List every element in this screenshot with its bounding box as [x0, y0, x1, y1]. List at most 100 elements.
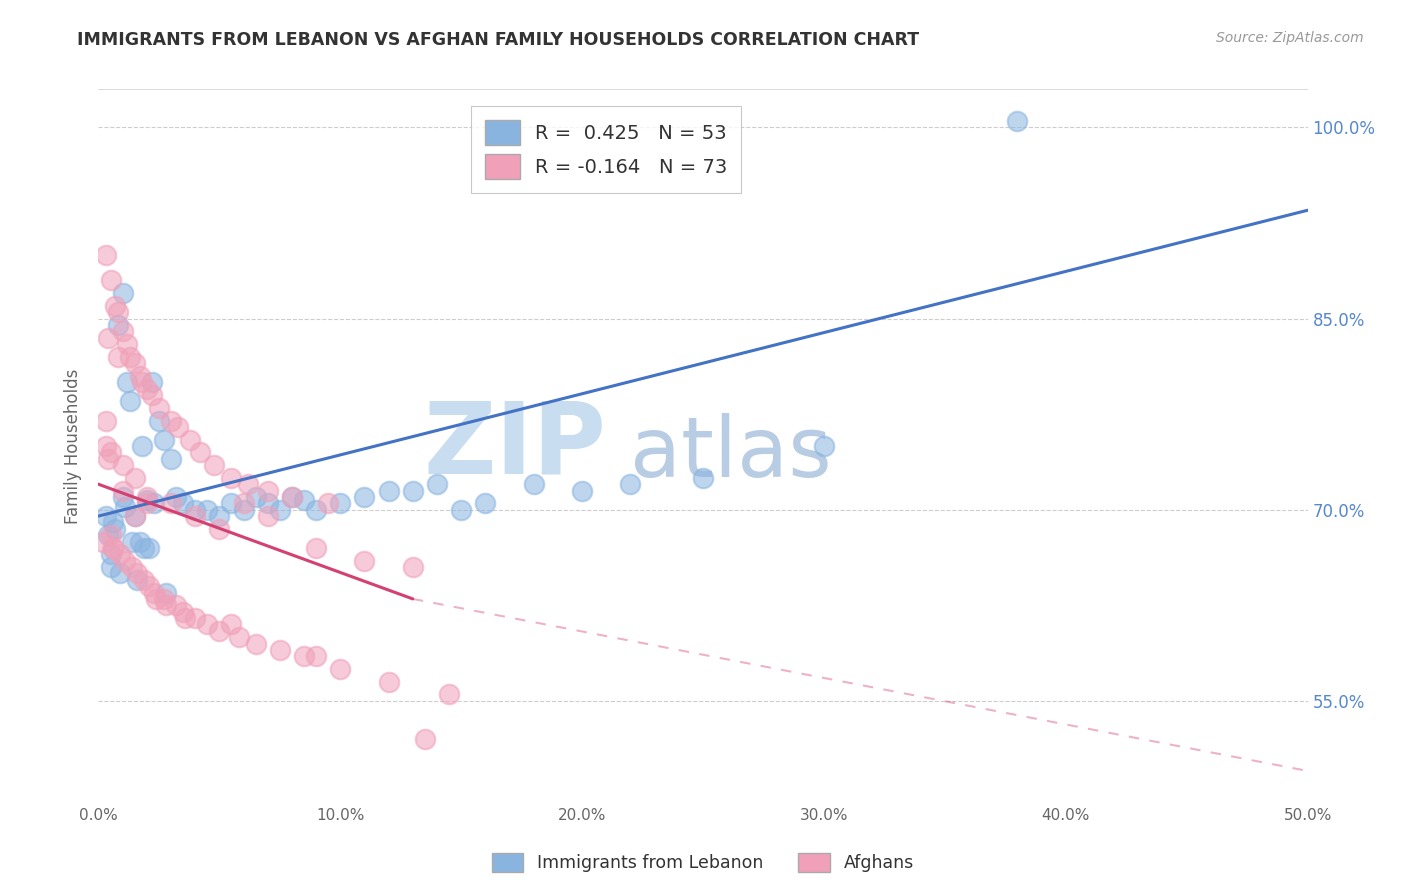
- Point: [135, 490, 157, 504]
- Point: [152, 591, 174, 606]
- Point: [128, 534, 150, 549]
- Point: [127, 573, 149, 587]
- Point: [143, 496, 166, 510]
- Point: [100, 547, 122, 561]
- Point: [172, 605, 194, 619]
- Point: [245, 636, 267, 650]
- Point: [692, 471, 714, 485]
- Point: [118, 394, 141, 409]
- Point: [104, 299, 127, 313]
- Point: [329, 662, 352, 676]
- Point: [124, 509, 146, 524]
- Point: [94, 248, 117, 262]
- Point: [221, 496, 243, 510]
- Point: [232, 502, 254, 516]
- Point: [118, 350, 141, 364]
- Point: [100, 445, 122, 459]
- Point: [188, 445, 211, 459]
- Point: [571, 483, 593, 498]
- Point: [107, 318, 129, 332]
- Point: [114, 554, 136, 568]
- Point: [100, 560, 122, 574]
- Point: [179, 433, 201, 447]
- Point: [377, 674, 399, 689]
- Point: [269, 502, 291, 516]
- Point: [402, 483, 425, 498]
- Point: [127, 566, 149, 581]
- Point: [281, 490, 304, 504]
- Point: [101, 541, 124, 555]
- Point: [167, 420, 190, 434]
- Point: [100, 273, 122, 287]
- Point: [316, 496, 339, 510]
- Point: [155, 585, 177, 599]
- Point: [165, 599, 187, 613]
- Point: [292, 492, 315, 507]
- Point: [135, 496, 157, 510]
- Point: [135, 492, 157, 507]
- Point: [329, 496, 352, 510]
- Point: [256, 509, 278, 524]
- Point: [97, 451, 120, 466]
- Point: [124, 471, 146, 485]
- Point: [195, 617, 218, 632]
- Point: [111, 324, 134, 338]
- Point: [100, 528, 122, 542]
- Point: [160, 496, 183, 510]
- Point: [117, 337, 139, 351]
- Point: [353, 490, 375, 504]
- Point: [474, 496, 496, 510]
- Point: [184, 611, 207, 625]
- Point: [160, 451, 183, 466]
- Point: [305, 502, 328, 516]
- Point: [426, 477, 449, 491]
- Point: [97, 528, 120, 542]
- Point: [232, 496, 254, 510]
- Point: [292, 649, 315, 664]
- Y-axis label: Family Households: Family Households: [65, 368, 83, 524]
- Point: [221, 617, 243, 632]
- Point: [111, 286, 134, 301]
- Point: [121, 534, 143, 549]
- Point: [143, 585, 166, 599]
- Point: [305, 649, 328, 664]
- Point: [114, 500, 136, 515]
- Point: [138, 541, 160, 555]
- Point: [353, 554, 375, 568]
- Text: IMMIGRANTS FROM LEBANON VS AFGHAN FAMILY HOUSEHOLDS CORRELATION CHART: IMMIGRANTS FROM LEBANON VS AFGHAN FAMILY…: [77, 31, 920, 49]
- Point: [145, 591, 167, 606]
- Point: [256, 496, 278, 510]
- Point: [148, 413, 170, 427]
- Point: [165, 490, 187, 504]
- Point: [413, 732, 436, 747]
- Point: [221, 471, 243, 485]
- Point: [195, 502, 218, 516]
- Point: [104, 522, 127, 536]
- Point: [523, 477, 546, 491]
- Point: [172, 496, 194, 510]
- Point: [134, 573, 156, 587]
- Point: [281, 490, 304, 504]
- Point: [204, 458, 226, 472]
- Point: [208, 509, 231, 524]
- Point: [160, 413, 183, 427]
- Point: [124, 509, 146, 524]
- Point: [134, 541, 156, 555]
- Point: [94, 413, 117, 427]
- Point: [94, 509, 117, 524]
- Point: [101, 541, 124, 555]
- Point: [111, 490, 134, 504]
- Point: [91, 534, 114, 549]
- Point: [228, 630, 250, 644]
- Point: [128, 368, 150, 383]
- Point: [107, 305, 129, 319]
- Point: [619, 477, 641, 491]
- Point: [174, 611, 197, 625]
- Point: [437, 688, 460, 702]
- Point: [97, 331, 120, 345]
- Point: [1007, 114, 1029, 128]
- Text: ZIP: ZIP: [423, 398, 606, 494]
- Point: [450, 502, 472, 516]
- Point: [184, 502, 207, 516]
- Point: [124, 356, 146, 370]
